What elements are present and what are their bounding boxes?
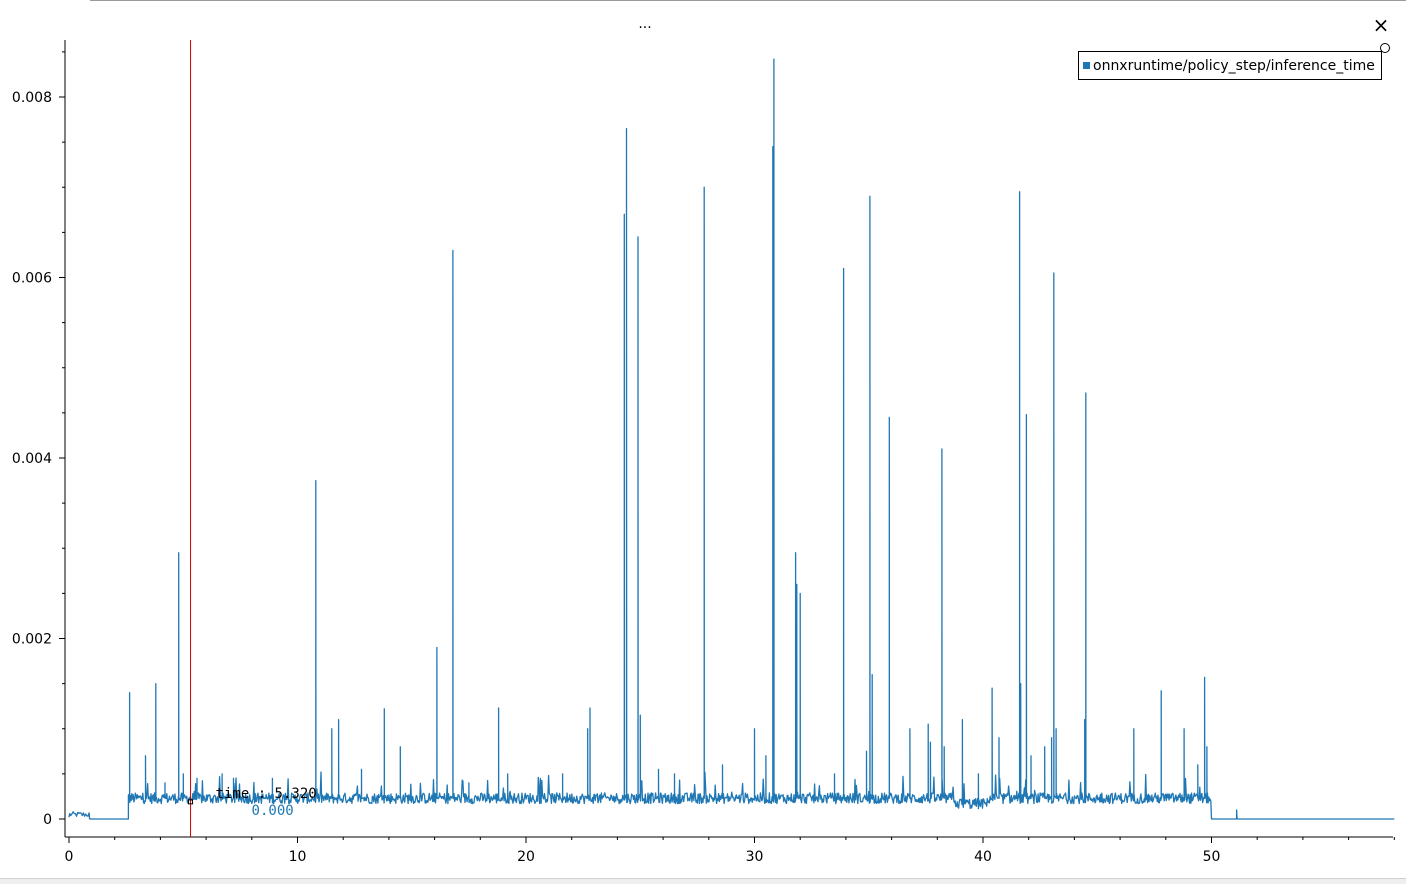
axes: 0 0.002 0.004 0.006 0.008 0 10 20 30 40 50 xyxy=(12,40,1395,865)
x-tick-label: 0 xyxy=(65,849,74,865)
series-line-inference-time xyxy=(68,58,1395,820)
plot-title: ... xyxy=(638,16,652,32)
close-icon[interactable]: × xyxy=(1372,13,1390,37)
x-tick-label: 50 xyxy=(1203,849,1221,865)
series-layer xyxy=(68,58,1395,820)
x-tick-label: 40 xyxy=(974,849,992,865)
legend[interactable]: onnxruntime/policy_step/inference_time xyxy=(1078,51,1382,80)
x-tick-label: 10 xyxy=(289,849,307,865)
window-top-border xyxy=(90,0,1406,1)
y-tick-label: 0.006 xyxy=(12,271,52,287)
y-tick-label: 0.002 xyxy=(12,632,52,648)
x-tick-label: 30 xyxy=(746,849,764,865)
legend-label: onnxruntime/policy_step/inference_time xyxy=(1093,57,1375,74)
y-tick-label: 0 xyxy=(43,812,52,828)
legend-resize-handle[interactable] xyxy=(1380,43,1390,53)
tracker-value-label: 0.000 xyxy=(252,803,294,819)
x-tick-label: 20 xyxy=(517,849,535,865)
tracker-point-marker xyxy=(188,799,194,805)
y-tick-label: 0.008 xyxy=(12,90,52,106)
legend-swatch xyxy=(1083,62,1090,69)
tracker-time-label: time : 5.320 xyxy=(216,786,317,802)
bottom-strip xyxy=(0,878,1406,884)
y-tick-label: 0.004 xyxy=(12,451,52,467)
